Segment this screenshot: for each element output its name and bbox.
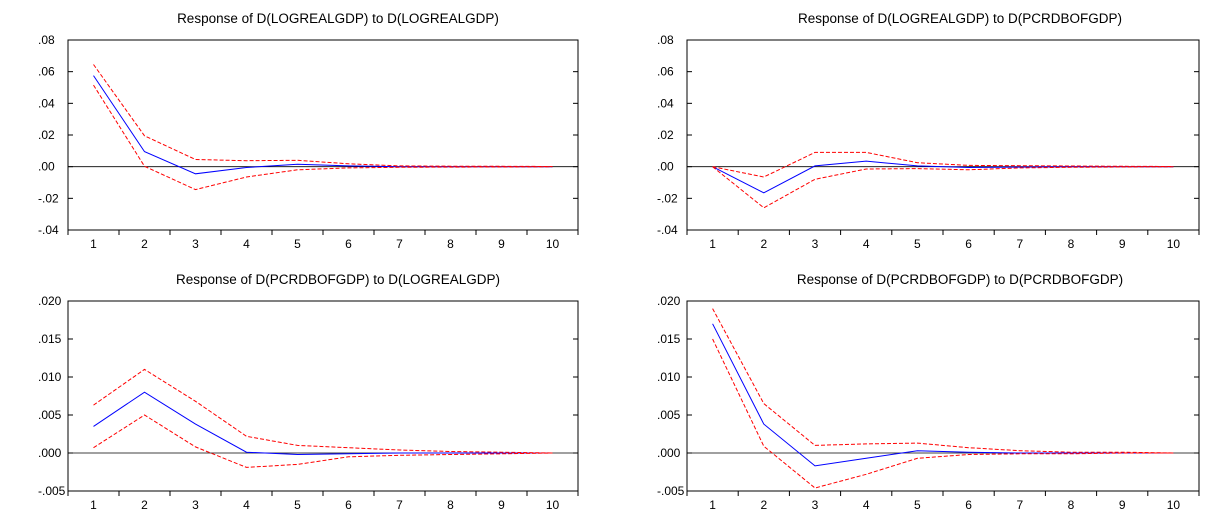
- y-tick-label: .020: [38, 294, 62, 308]
- y-tick-label: -.04: [657, 223, 678, 237]
- chart-title: Response of D(PCRDBOFGDP) to D(LOGREALGD…: [176, 272, 500, 287]
- y-tick-label: -.02: [657, 191, 678, 205]
- x-tick-label: 8: [447, 498, 454, 512]
- impulse-response-line: [93, 75, 553, 175]
- y-tick-label: .00: [657, 160, 674, 174]
- y-tick-label: .010: [657, 370, 681, 384]
- y-tick-label: .000: [657, 446, 681, 460]
- x-tick-label: 9: [498, 237, 505, 251]
- plot-frame: [67, 300, 579, 492]
- x-tick-label: 4: [863, 237, 870, 251]
- confidence-band-line: [712, 151, 1174, 178]
- y-tick-label: -.04: [38, 223, 59, 237]
- x-tick-label: 4: [863, 498, 870, 512]
- x-tick-label: 6: [345, 498, 352, 512]
- y-tick-label: -.005: [657, 484, 685, 498]
- y-tick-label: -.02: [38, 191, 59, 205]
- y-tick-label: .020: [657, 294, 681, 308]
- chart-panel-2: Response of D(LOGREALGDP) to D(PCRDBOFGD…: [615, 0, 1229, 261]
- x-tick-label: 6: [345, 237, 352, 251]
- chart-panel-3: Response of D(PCRDBOFGDP) to D(LOGREALGD…: [0, 261, 610, 522]
- x-tick-label: 10: [546, 237, 560, 251]
- x-tick-label: 9: [1119, 498, 1126, 512]
- x-tick-label: 5: [294, 498, 301, 512]
- confidence-band-line: [93, 84, 553, 191]
- confidence-band-line: [93, 414, 553, 468]
- x-tick-label: 3: [192, 237, 199, 251]
- plot-frame: [686, 39, 1200, 231]
- confidence-band-line: [712, 308, 1174, 454]
- x-tick-label: 9: [498, 498, 505, 512]
- y-tick-label: .005: [657, 408, 681, 422]
- x-tick-label: 9: [1119, 237, 1126, 251]
- x-tick-label: 2: [760, 237, 767, 251]
- confidence-band-line: [93, 368, 553, 454]
- x-tick-label: 3: [812, 498, 819, 512]
- y-tick-label: .06: [657, 65, 674, 79]
- x-tick-label: 8: [447, 237, 454, 251]
- x-tick-label: 5: [914, 498, 921, 512]
- chart-title: Response of D(PCRDBOFGDP) to D(PCRDBOFGD…: [797, 272, 1123, 287]
- chart-title: Response of D(LOGREALGDP) to D(PCRDBOFGD…: [798, 11, 1122, 26]
- x-tick-label: 2: [141, 498, 148, 512]
- y-tick-label: .000: [38, 446, 62, 460]
- x-tick-label: 1: [90, 498, 97, 512]
- plot-frame: [686, 300, 1200, 492]
- y-tick-label: .02: [657, 128, 674, 142]
- chart-svg: Response of D(LOGREALGDP) to D(LOGREALGD…: [38, 11, 579, 251]
- x-tick-label: 6: [965, 498, 972, 512]
- x-tick-label: 8: [1068, 498, 1075, 512]
- x-tick-label: 6: [965, 237, 972, 251]
- y-tick-label: -.005: [38, 484, 66, 498]
- chart-panel-4: Response of D(PCRDBOFGDP) to D(PCRDBOFGD…: [615, 261, 1229, 522]
- y-tick-label: .005: [38, 408, 62, 422]
- x-tick-label: 3: [192, 498, 199, 512]
- y-tick-label: .02: [38, 128, 55, 142]
- x-tick-label: 1: [709, 237, 716, 251]
- x-tick-label: 2: [760, 498, 767, 512]
- x-tick-label: 7: [396, 498, 403, 512]
- chart-svg: Response of D(PCRDBOFGDP) to D(PCRDBOFGD…: [657, 272, 1200, 512]
- x-tick-label: 2: [141, 237, 148, 251]
- x-tick-label: 4: [243, 498, 250, 512]
- y-tick-label: .04: [657, 96, 674, 110]
- y-tick-label: .00: [38, 160, 55, 174]
- x-tick-label: 1: [709, 498, 716, 512]
- y-tick-label: .06: [38, 65, 55, 79]
- x-tick-label: 10: [1167, 237, 1181, 251]
- x-tick-label: 8: [1068, 237, 1075, 251]
- impulse-response-line: [712, 323, 1174, 467]
- x-tick-label: 5: [294, 237, 301, 251]
- impulse-response-line: [712, 160, 1174, 194]
- y-tick-label: .04: [38, 96, 55, 110]
- y-tick-label: .010: [38, 370, 62, 384]
- chart-title: Response of D(LOGREALGDP) to D(LOGREALGD…: [177, 11, 499, 26]
- impulse-response-line: [93, 391, 553, 456]
- chart-panel-1: Response of D(LOGREALGDP) to D(LOGREALGD…: [0, 0, 610, 261]
- x-tick-label: 3: [812, 237, 819, 251]
- x-tick-label: 1: [90, 237, 97, 251]
- x-tick-label: 5: [914, 237, 921, 251]
- x-tick-label: 4: [243, 237, 250, 251]
- x-tick-label: 7: [1016, 498, 1023, 512]
- confidence-band-line: [712, 166, 1174, 209]
- y-tick-label: .08: [38, 33, 55, 47]
- chart-svg: Response of D(LOGREALGDP) to D(PCRDBOFGD…: [657, 11, 1200, 251]
- chart-svg: Response of D(PCRDBOFGDP) to D(LOGREALGD…: [38, 272, 579, 512]
- y-tick-label: .015: [38, 332, 62, 346]
- y-tick-label: .08: [657, 33, 674, 47]
- confidence-band-line: [93, 64, 553, 167]
- confidence-band-line: [712, 338, 1174, 489]
- x-tick-label: 7: [1016, 237, 1023, 251]
- y-tick-label: .015: [657, 332, 681, 346]
- x-tick-label: 10: [546, 498, 560, 512]
- x-tick-label: 10: [1167, 498, 1181, 512]
- x-tick-label: 7: [396, 237, 403, 251]
